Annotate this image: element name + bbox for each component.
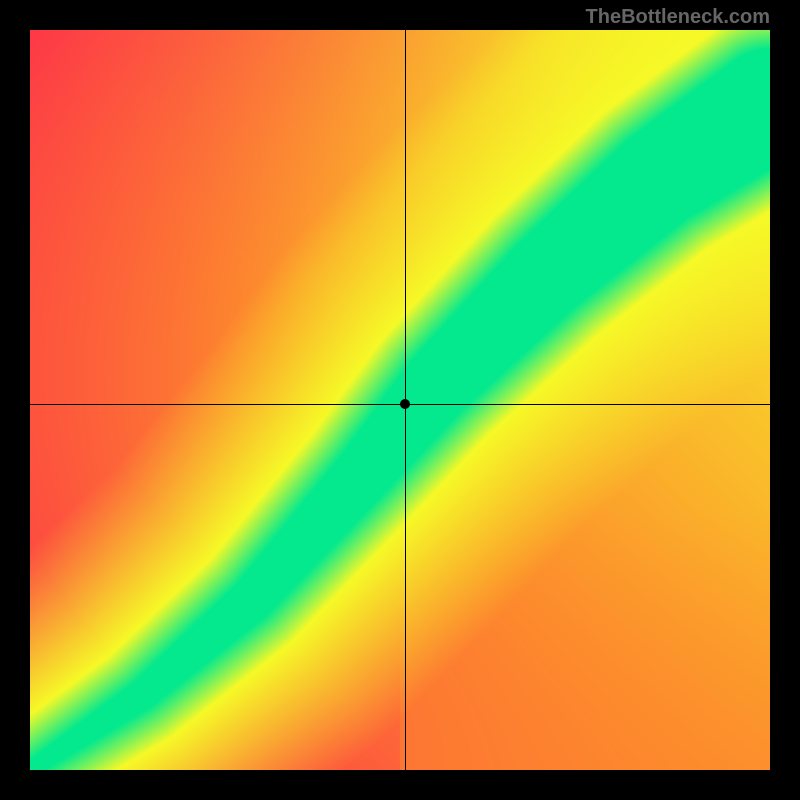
heatmap-container xyxy=(30,30,770,770)
watermark-text: TheBottleneck.com xyxy=(586,6,770,29)
crosshair-marker xyxy=(400,399,410,409)
